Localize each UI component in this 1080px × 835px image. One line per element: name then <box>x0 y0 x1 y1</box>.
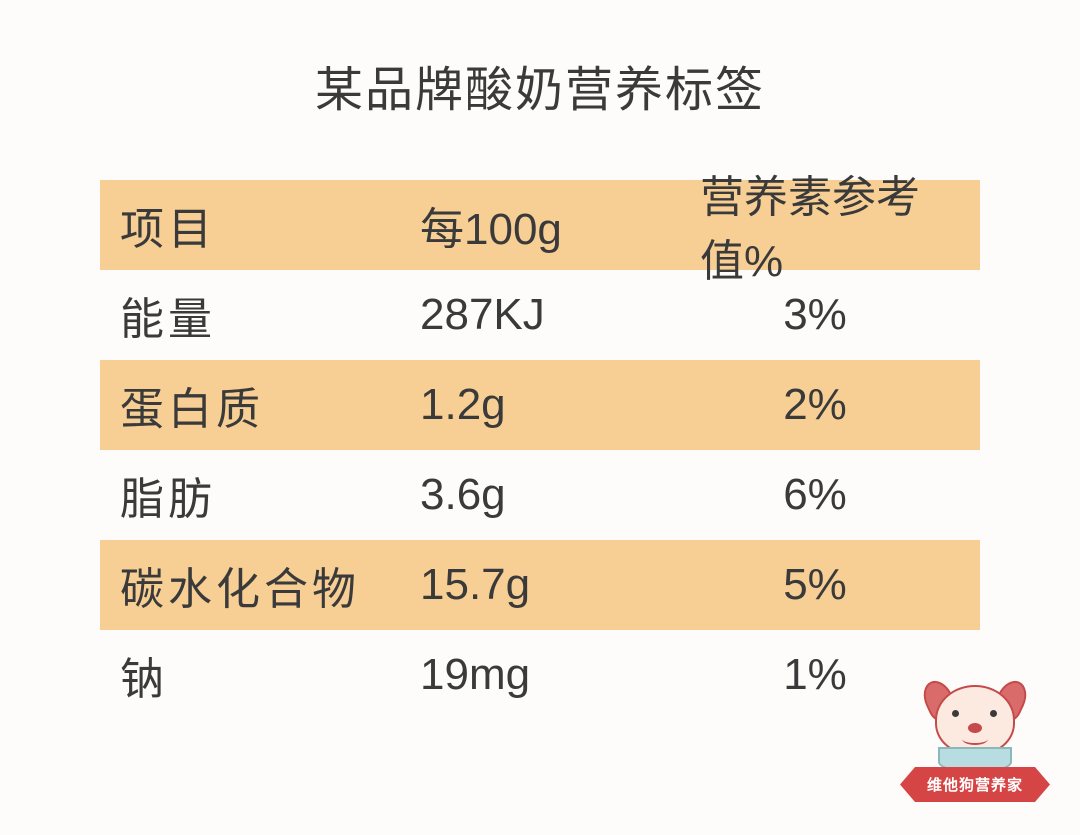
table-header-row: 项目 每100g 营养素参考值% <box>100 180 980 270</box>
header-nrv: 营养素参考值% <box>670 161 960 289</box>
logo-banner-text: 维他狗营养家 <box>927 774 1023 795</box>
cell-per100g: 15.7g <box>420 560 670 610</box>
cell-per100g: 19mg <box>420 650 670 700</box>
page-title: 某品牌酸奶营养标签 <box>100 50 980 120</box>
cell-item: 能量 <box>120 283 420 347</box>
cell-item: 脂肪 <box>120 463 420 527</box>
dog-nose-icon <box>968 723 982 733</box>
nutrition-table: 项目 每100g 营养素参考值% 能量 287KJ 3% 蛋白质 1.2g 2%… <box>100 180 980 720</box>
table-row: 蛋白质 1.2g 2% <box>100 360 980 450</box>
cell-nrv: 5% <box>670 560 960 610</box>
brand-logo: 维他狗营养家 <box>900 685 1050 815</box>
table-row: 碳水化合物 15.7g 5% <box>100 540 980 630</box>
header-per100g: 每100g <box>420 193 670 257</box>
cell-nrv: 6% <box>670 470 960 520</box>
table-row: 脂肪 3.6g 6% <box>100 450 980 540</box>
cell-per100g: 1.2g <box>420 380 670 430</box>
cell-item: 蛋白质 <box>120 373 420 437</box>
header-item: 项目 <box>120 193 420 257</box>
cell-nrv: 3% <box>670 290 960 340</box>
cell-nrv: 2% <box>670 380 960 430</box>
table-row: 钠 19mg 1% <box>100 630 980 720</box>
dog-eye-icon <box>952 710 959 717</box>
cell-per100g: 3.6g <box>420 470 670 520</box>
logo-banner: 维他狗营养家 <box>900 767 1050 802</box>
dog-eye-icon <box>990 710 997 717</box>
dog-mouth-icon <box>962 733 988 745</box>
cell-item: 碳水化合物 <box>120 553 420 617</box>
cell-per100g: 287KJ <box>420 290 670 340</box>
cell-item: 钠 <box>120 643 420 707</box>
